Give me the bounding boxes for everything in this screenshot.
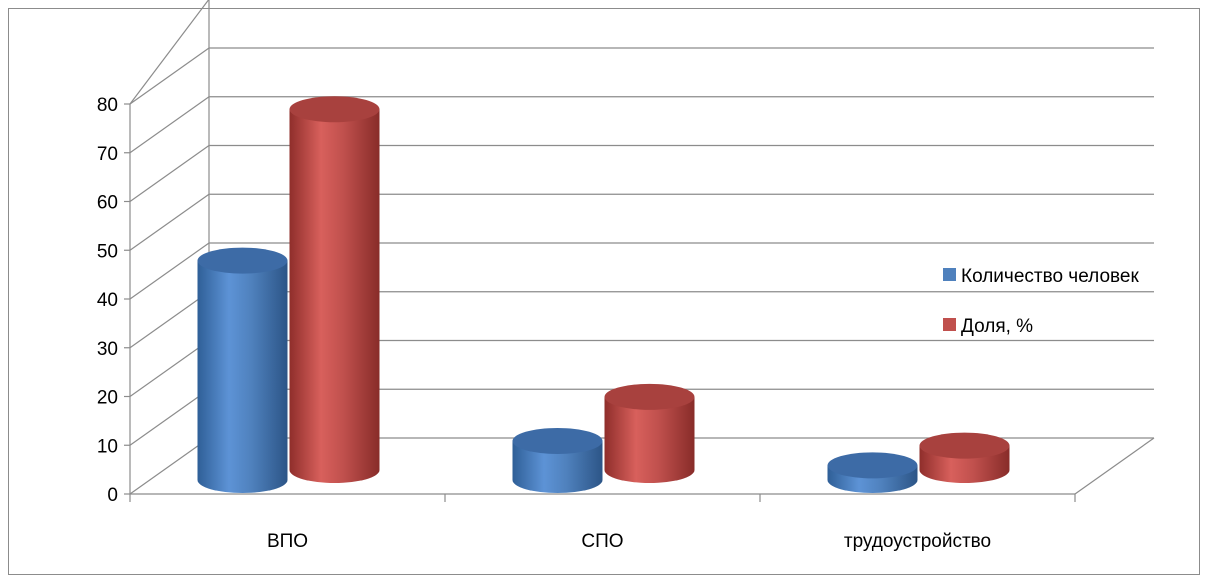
y-tick-label: 10 bbox=[97, 436, 118, 457]
bar-share-1 bbox=[604, 383, 695, 483]
gridline-side-top bbox=[129, 0, 210, 105]
category-label: ВПО bbox=[267, 531, 308, 552]
bar-share-0 bbox=[289, 96, 380, 483]
y-tick-labels: 0 10 20 30 40 50 60 70 80 bbox=[97, 95, 118, 506]
bars bbox=[197, 96, 1010, 493]
axes bbox=[124, 0, 1155, 502]
gridline-side bbox=[129, 340, 210, 397]
gridline-side bbox=[129, 388, 210, 446]
floor-right-edge bbox=[1074, 437, 1155, 495]
gridline-side bbox=[129, 47, 210, 105]
gridline-side bbox=[129, 437, 210, 495]
y-tick-label: 80 bbox=[97, 95, 118, 116]
category-label: СПО bbox=[581, 531, 623, 552]
legend: Количество человек Доля, % bbox=[943, 266, 1139, 337]
y-tick-label: 40 bbox=[97, 290, 118, 311]
bar-count-0 bbox=[197, 247, 288, 493]
bar-top bbox=[827, 452, 918, 479]
legend-label-series-1: Количество человек bbox=[961, 266, 1139, 287]
bar-top bbox=[919, 432, 1010, 459]
bar-body bbox=[512, 441, 603, 493]
category-labels: ВПО СПО трудоустройство bbox=[267, 531, 991, 552]
bar-top bbox=[289, 96, 380, 123]
y-tick-label: 70 bbox=[97, 144, 118, 165]
bar-top bbox=[197, 247, 288, 274]
legend-label-series-2: Доля, % bbox=[961, 316, 1033, 337]
bar-count-1 bbox=[512, 428, 603, 493]
y-tick-label: 20 bbox=[97, 388, 118, 409]
bar-count-2 bbox=[827, 452, 918, 493]
y-tick-label: 60 bbox=[97, 193, 118, 214]
bar-top bbox=[512, 428, 603, 454]
gridline-side bbox=[129, 242, 210, 300]
y-tick-label: 50 bbox=[97, 241, 118, 262]
y-tick-label: 30 bbox=[97, 339, 118, 360]
legend-swatch-series-1 bbox=[943, 268, 956, 281]
bar-top bbox=[604, 383, 695, 410]
gridline-side bbox=[129, 291, 210, 349]
bar-body bbox=[289, 109, 380, 483]
category-label: трудоустройство bbox=[844, 531, 991, 552]
bar-share-2 bbox=[919, 432, 1010, 483]
legend-swatch-series-2 bbox=[943, 318, 956, 331]
bar-body bbox=[197, 260, 288, 493]
bar-body bbox=[604, 396, 695, 483]
y-tick-label: 0 bbox=[107, 485, 118, 506]
gridline-side bbox=[129, 145, 210, 202]
gridline-side bbox=[129, 96, 210, 154]
gridline-side bbox=[129, 193, 210, 251]
